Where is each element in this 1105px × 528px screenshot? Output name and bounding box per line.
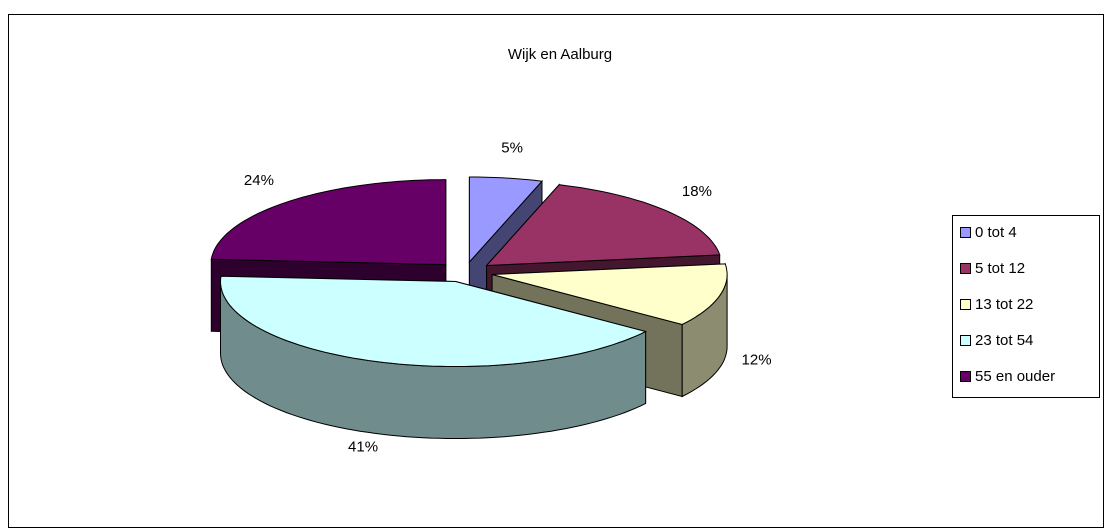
slice-top [485,184,721,267]
legend-label: 13 tot 22 [975,296,1033,313]
legend-label: 55 en ouder [975,368,1055,385]
legend-swatch [960,371,971,382]
slice-top [219,275,648,367]
legend-swatch [960,263,971,274]
data-label: 12% [742,352,772,369]
legend-swatch [960,299,971,310]
legend-label: 0 tot 4 [975,224,1017,241]
legend-swatch [960,335,971,346]
slice-top [491,263,728,326]
data-label: 18% [682,183,712,200]
data-label: 5% [501,139,523,156]
slice-top [210,179,447,266]
legend-label: 23 tot 54 [975,332,1033,349]
legend-swatch [960,227,971,238]
data-label: 24% [244,172,274,189]
data-label: 41% [348,438,378,455]
slice-top [468,176,544,264]
legend-box [952,215,1100,398]
legend-label: 5 tot 12 [975,260,1025,277]
chart-title: Wijk en Aalburg [508,46,612,63]
pie-slice [219,275,648,439]
